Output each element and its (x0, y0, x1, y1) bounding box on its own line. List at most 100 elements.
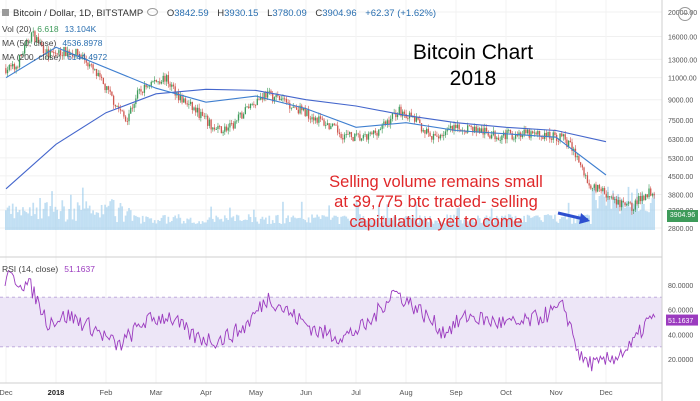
visibility-eye-icon[interactable] (147, 8, 159, 16)
volume-bar (87, 208, 89, 230)
candle-body (234, 121, 236, 129)
candle-body (106, 86, 108, 91)
candle-body (5, 68, 7, 74)
volume-bar (81, 187, 84, 230)
volume-bar (70, 194, 72, 230)
volume-bar (542, 221, 544, 230)
volume-bar (410, 219, 413, 230)
volume-bar (176, 218, 178, 230)
candlesticks (5, 27, 655, 215)
candle-body (217, 125, 219, 129)
candle-body (229, 123, 231, 128)
candle-body (58, 50, 60, 54)
volume-bar (213, 221, 216, 230)
candle-body (538, 131, 541, 137)
volume-bar (153, 220, 156, 230)
volume-bar (123, 221, 125, 230)
volume-bar (138, 217, 141, 230)
volume-bar (321, 215, 324, 230)
candle-body (277, 95, 279, 96)
volume-bar (581, 216, 584, 230)
candle-body (620, 200, 623, 208)
candle-body (569, 140, 571, 143)
candle-body (636, 200, 638, 205)
volume-bar (92, 210, 94, 230)
volume-bar (330, 219, 332, 230)
candle-body (547, 131, 549, 137)
volume-bar (552, 218, 555, 230)
candle-body (253, 103, 255, 105)
volume-bar (514, 215, 517, 230)
volume-bar (569, 217, 572, 230)
volume-bar (316, 214, 319, 230)
candle-body (350, 132, 353, 138)
volume-bar (574, 223, 577, 230)
candle-body (506, 130, 508, 140)
candle-body (573, 148, 575, 152)
candle-body (340, 133, 342, 138)
candle-body (598, 184, 601, 189)
volume-bar (5, 210, 7, 230)
candle-body (497, 137, 500, 141)
candle-body (77, 48, 79, 56)
candle-body (119, 109, 122, 111)
volume-bar (340, 216, 342, 230)
candle-body (184, 98, 187, 104)
candle-body (306, 109, 308, 116)
candle-body (282, 98, 284, 100)
candle-body (304, 107, 306, 116)
volume-bar (425, 220, 428, 230)
volume-bar (258, 223, 260, 230)
volume-bar (598, 196, 601, 230)
candle-body (396, 114, 399, 118)
volume-bar (121, 206, 124, 230)
volume-bar (345, 216, 348, 230)
candle-body (357, 133, 359, 135)
candle-body (627, 202, 630, 204)
volume-bar (372, 222, 375, 230)
candle-body (116, 106, 118, 108)
ma50-line (5, 46, 607, 176)
candle-body (566, 139, 568, 147)
candle-body (480, 128, 483, 133)
candle-body (73, 56, 75, 58)
candle-body (381, 124, 383, 129)
volume-bar (519, 218, 522, 230)
volume-bar (52, 211, 55, 230)
candle-body (169, 83, 171, 87)
volume-bar (102, 214, 105, 230)
volume-bar (37, 219, 40, 230)
candle-body (136, 90, 139, 99)
volume-bar (477, 215, 479, 230)
volume-bar (608, 196, 611, 230)
volume-value-1: 6.618 (37, 24, 59, 34)
volume-bar (456, 208, 459, 230)
candle-body (112, 95, 115, 105)
volume-bar (422, 219, 425, 230)
candle-body (612, 196, 614, 200)
volume-bar (483, 217, 486, 230)
volume-bar (177, 214, 180, 230)
volume-bar (560, 217, 563, 230)
volume-bar (27, 213, 29, 230)
rsi-last-tag (666, 314, 698, 326)
volume-bar (169, 222, 171, 230)
volume-bar (39, 197, 41, 230)
candle-body (648, 188, 650, 198)
candle-body (414, 116, 416, 122)
volume-bar (338, 223, 341, 230)
volume-bar (584, 215, 587, 230)
candle-body (554, 132, 556, 135)
candle-body (345, 134, 347, 135)
candle-body (138, 89, 140, 91)
candle-body (632, 209, 635, 211)
ma50-label: MA (50, close) (2, 38, 57, 48)
settings-circle-icon[interactable] (678, 7, 692, 21)
candle-body (278, 95, 281, 101)
candle-body (123, 111, 125, 117)
volume-bar (302, 218, 305, 230)
candle-body (280, 98, 282, 101)
candle-body (54, 52, 57, 54)
candle-body (193, 107, 195, 110)
volume-bar (276, 214, 279, 230)
